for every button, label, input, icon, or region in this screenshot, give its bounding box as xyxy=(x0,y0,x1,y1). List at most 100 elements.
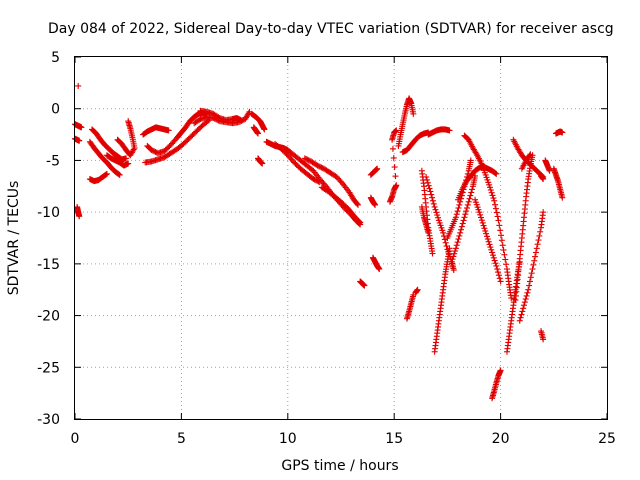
data-point-s33 xyxy=(423,176,430,183)
data-point-s26 xyxy=(392,173,399,180)
data-point-s17 xyxy=(259,160,266,167)
data-point-s39 xyxy=(490,195,497,202)
data-point-s39 xyxy=(494,213,501,220)
x-tick-label: 15 xyxy=(385,431,403,447)
data-point-s33 xyxy=(442,239,449,246)
data-point-s20 xyxy=(336,176,343,183)
y-tick-label: -10 xyxy=(37,205,60,221)
data-point-s37 xyxy=(464,201,471,208)
y-axis-ticks: 5 0 -5 -10 -15 -20 -25 -30 xyxy=(37,50,607,428)
x-tick-label: 10 xyxy=(279,431,297,447)
y-tick-label: -15 xyxy=(37,257,60,273)
data-point-s20 xyxy=(306,157,313,164)
data-point-s23 xyxy=(374,165,381,172)
data-point-s14 xyxy=(238,117,245,124)
data-point-s40 xyxy=(497,278,504,285)
data-point-s45 xyxy=(535,237,542,244)
data-point-s11 xyxy=(167,141,174,148)
data-point-s45 xyxy=(526,282,533,289)
data-point-s37 xyxy=(460,217,467,224)
data-point-s37 xyxy=(453,242,460,249)
data-point-s14 xyxy=(245,110,252,117)
data-point-s20 xyxy=(317,163,324,170)
data-point-s40 xyxy=(492,260,499,267)
data-point-s20 xyxy=(355,201,362,208)
data-point-s37 xyxy=(448,258,455,265)
data-point-s37 xyxy=(461,214,468,221)
data-point-s37 xyxy=(466,195,473,202)
data-point-s37 xyxy=(457,229,464,236)
data-point-s40 xyxy=(486,241,493,248)
data-points xyxy=(72,82,566,402)
data-point-s37 xyxy=(452,248,459,255)
data-point-s37 xyxy=(458,223,465,230)
data-point-s40 xyxy=(478,217,485,224)
data-point-s48 xyxy=(546,167,553,174)
data-point-s11 xyxy=(148,147,155,154)
data-point-s45 xyxy=(529,266,536,273)
data-point-s19 xyxy=(312,177,319,184)
data-point-s50 xyxy=(559,194,566,201)
data-point-s33 xyxy=(423,173,430,180)
data-point-s02 xyxy=(76,137,83,144)
data-point-s39 xyxy=(491,197,498,204)
data-point-s45 xyxy=(526,278,533,285)
data-point-s51 xyxy=(559,129,566,136)
data-point-s40 xyxy=(488,246,495,253)
data-point-s06 xyxy=(115,171,122,178)
data-point-s14 xyxy=(235,119,242,126)
data-point-s24 xyxy=(372,201,379,208)
data-point-s26 xyxy=(391,164,398,171)
y-tick-label: 0 xyxy=(51,102,60,118)
data-point-s11 xyxy=(169,140,176,147)
data-point-s37 xyxy=(467,192,474,199)
data-point-s19 xyxy=(310,176,317,183)
data-point-s19 xyxy=(316,179,323,186)
data-point-s39 xyxy=(498,232,505,239)
data-point-s19 xyxy=(284,152,291,159)
data-point-s26 xyxy=(393,182,400,189)
data-point-s37 xyxy=(451,250,458,257)
data-point-s39 xyxy=(503,261,510,268)
data-point-s37 xyxy=(462,211,469,218)
data-point-s20 xyxy=(314,162,321,169)
data-point-s40 xyxy=(496,275,503,282)
data-point-s40 xyxy=(489,252,496,259)
data-point-s19 xyxy=(315,178,322,185)
y-tick-label: -5 xyxy=(46,153,60,169)
data-point-s33 xyxy=(434,212,441,219)
data-point-s26 xyxy=(389,145,396,152)
data-point-s46 xyxy=(526,152,533,159)
data-point-s20 xyxy=(305,157,312,164)
data-point-s07 xyxy=(103,171,110,178)
data-point-s21 xyxy=(357,219,364,226)
data-point-s39 xyxy=(489,192,496,199)
data-point-s45 xyxy=(540,209,547,216)
data-point-s45 xyxy=(516,317,523,324)
data-point-s40 xyxy=(495,272,502,279)
data-point-s20 xyxy=(333,173,340,180)
data-point-s14 xyxy=(210,115,217,122)
data-point-s39 xyxy=(487,187,494,194)
y-tick-label: -30 xyxy=(37,412,60,428)
data-point-s45 xyxy=(531,257,538,264)
data-point-s21 xyxy=(356,218,363,225)
data-point-s37 xyxy=(456,232,463,239)
data-point-s11 xyxy=(166,143,173,150)
data-point-s33 xyxy=(431,203,438,210)
data-point-s45 xyxy=(532,249,539,256)
data-point-s45 xyxy=(532,253,539,260)
data-point-s33 xyxy=(432,206,439,213)
data-point-s36 xyxy=(456,201,463,208)
data-point-s14 xyxy=(215,117,222,124)
data-point-s20 xyxy=(304,156,311,163)
data-point-s25 xyxy=(376,266,383,273)
data-point-s41 xyxy=(497,367,504,374)
data-point-s19 xyxy=(288,156,295,163)
data-point-s47 xyxy=(540,176,547,183)
data-point-s08 xyxy=(125,160,132,167)
data-point-s26 xyxy=(390,154,397,161)
data-point-s40 xyxy=(478,214,485,221)
data-point-s20 xyxy=(315,163,322,170)
data-point-s01 xyxy=(78,124,85,131)
